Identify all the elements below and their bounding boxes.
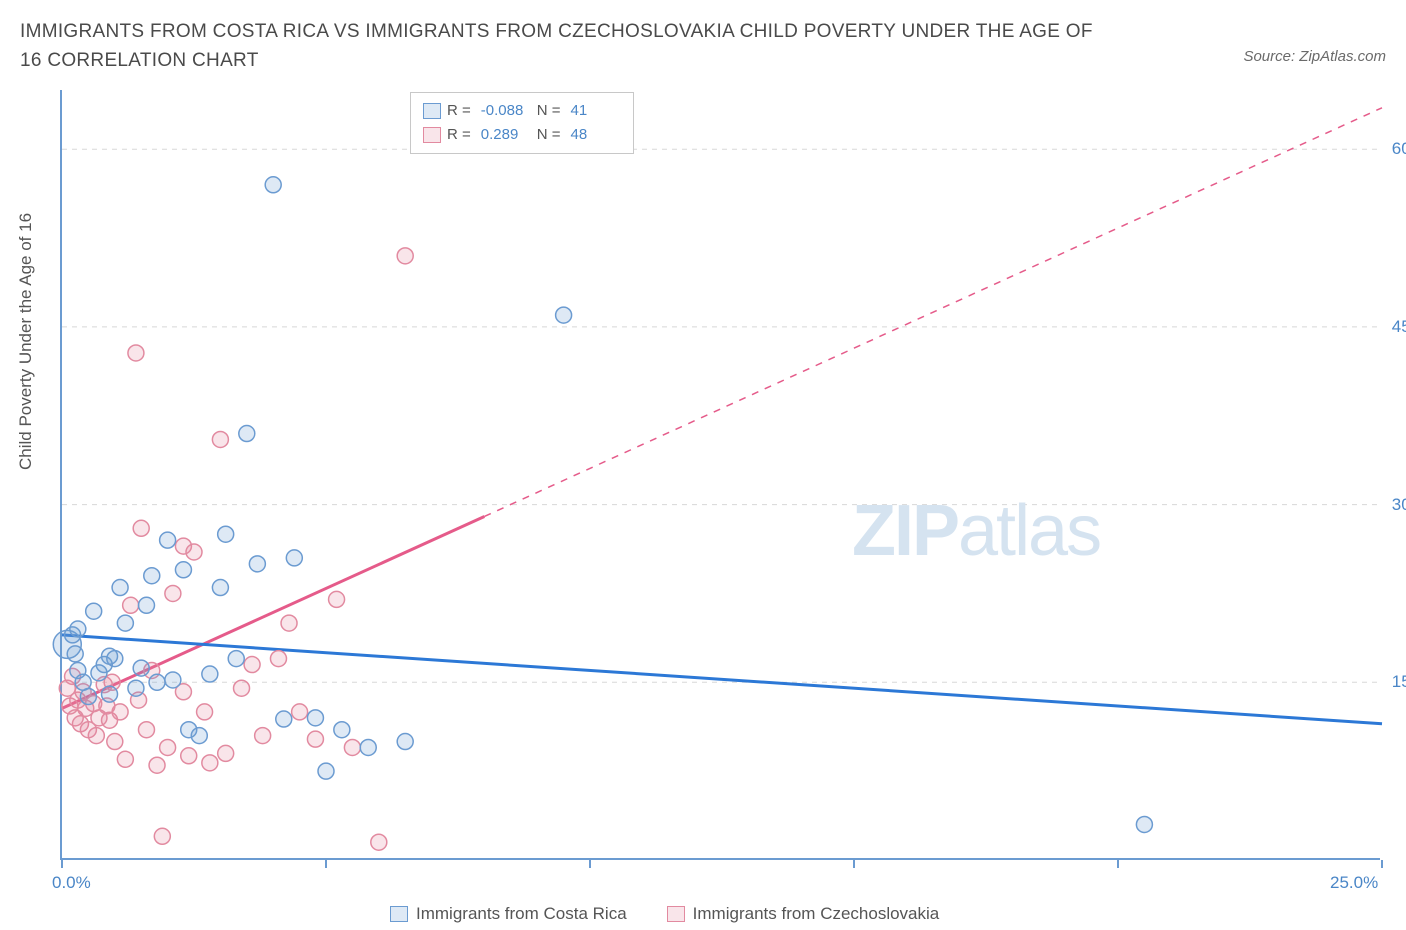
legend-swatch-czechoslovakia-bottom bbox=[667, 906, 685, 922]
legend-swatch-costa-rica bbox=[423, 103, 441, 119]
legend-item-costa-rica: Immigrants from Costa Rica bbox=[390, 904, 627, 924]
y-tick-label: 60.0% bbox=[1392, 139, 1406, 159]
legend-swatch-costa-rica-bottom bbox=[390, 906, 408, 922]
source-credit: Source: ZipAtlas.com bbox=[1243, 48, 1386, 65]
chart-plot-area: ZIPatlas 0.0%25.0%15.0%30.0%45.0%60.0% bbox=[60, 90, 1380, 860]
y-axis-label: Child Poverty Under the Age of 16 bbox=[16, 213, 36, 470]
legend-r-czechoslovakia: 0.289 bbox=[481, 123, 531, 147]
chart-svg bbox=[62, 90, 1382, 860]
legend-n-label: N = bbox=[537, 99, 561, 123]
x-tick-label: 25.0% bbox=[1330, 873, 1378, 893]
legend-swatch-czechoslovakia bbox=[423, 127, 441, 143]
legend-r-label: R = bbox=[447, 99, 471, 123]
x-tick-label: 0.0% bbox=[52, 873, 91, 893]
legend-n-costa-rica: 41 bbox=[571, 99, 621, 123]
chart-title: IMMIGRANTS FROM COSTA RICA VS IMMIGRANTS… bbox=[20, 18, 1120, 75]
legend-label-czechoslovakia: Immigrants from Czechoslovakia bbox=[693, 904, 940, 924]
legend-r-costa-rica: -0.088 bbox=[481, 99, 531, 123]
y-tick-label: 15.0% bbox=[1392, 672, 1406, 692]
series-legend: Immigrants from Costa Rica Immigrants fr… bbox=[390, 904, 939, 924]
legend-n-label: N = bbox=[537, 123, 561, 147]
y-tick-label: 30.0% bbox=[1392, 495, 1406, 515]
y-tick-label: 45.0% bbox=[1392, 317, 1406, 337]
legend-n-czechoslovakia: 48 bbox=[571, 123, 621, 147]
legend-row-costa-rica: R = -0.088 N = 41 bbox=[423, 99, 621, 123]
legend-item-czechoslovakia: Immigrants from Czechoslovakia bbox=[667, 904, 940, 924]
legend-row-czechoslovakia: R = 0.289 N = 48 bbox=[423, 123, 621, 147]
legend-r-label: R = bbox=[447, 123, 471, 147]
legend-label-costa-rica: Immigrants from Costa Rica bbox=[416, 904, 627, 924]
correlation-legend: R = -0.088 N = 41 R = 0.289 N = 48 bbox=[410, 92, 634, 154]
